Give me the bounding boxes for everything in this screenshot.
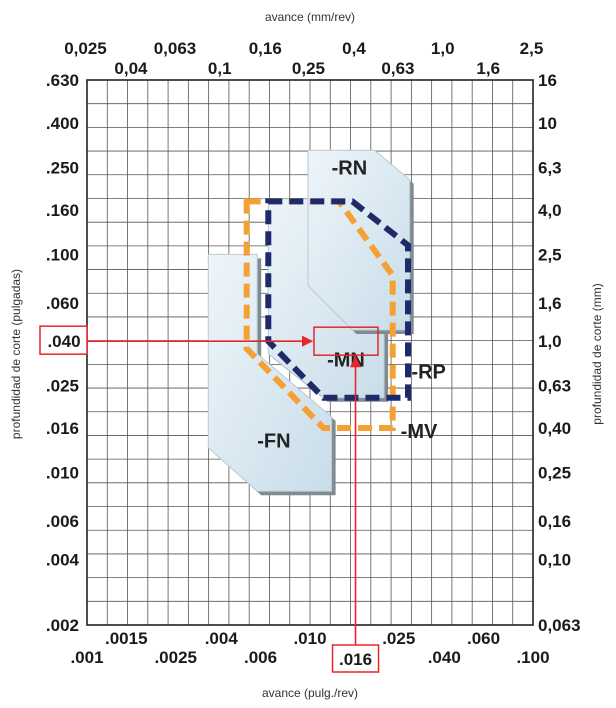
tick-labels: 0,025 0,04 0,063 0,1 0,16 0,25 0,4 0,63 1,0 1,6 2,… xyxy=(46,39,581,667)
x-bottom-tick-label: .0025 xyxy=(154,648,197,667)
x-bottom-tick-label: .040 xyxy=(428,648,461,667)
x-bottom-tick-label: .006 xyxy=(244,648,277,667)
y-right-tick-label: 0,16 xyxy=(538,512,571,531)
y-right-tick-label: 10 xyxy=(538,114,557,133)
x-top-tick-label: 0,063 xyxy=(154,39,197,58)
y-right-tick-label: 0,10 xyxy=(538,550,571,569)
y-left-tick-label: .006 xyxy=(46,512,79,531)
y-right-tick-label: 1,6 xyxy=(538,294,562,313)
y-left-tick-label: .016 xyxy=(46,419,79,438)
x-top-tick-label: 0,63 xyxy=(381,59,414,78)
y-right-tick-label: 0,063 xyxy=(538,616,581,635)
x-top-tick-label: 2,5 xyxy=(520,39,544,58)
y-left-tick-label: .630 xyxy=(46,71,79,90)
x-top-tick-label: 1,0 xyxy=(431,39,455,58)
y-left-tick-label: .004 xyxy=(46,550,80,569)
x-top-tick-label: 0,25 xyxy=(292,59,325,78)
y-left-tick-label: .025 xyxy=(46,377,79,396)
example-depth-label: .040 xyxy=(47,332,80,351)
y-right-tick-label: 0,25 xyxy=(538,464,571,483)
x-top-tick-label: 0,4 xyxy=(342,39,366,58)
y-right-tick-label: 1,0 xyxy=(538,332,562,351)
x-bottom-tick-label: .0015 xyxy=(105,629,148,648)
y-left-tick-label: .250 xyxy=(46,159,79,178)
example-result-box xyxy=(313,326,379,356)
example-feed-box xyxy=(331,644,380,673)
region-label-fn: -FN xyxy=(257,431,290,453)
y-right-tick-label: 6,3 xyxy=(538,159,562,178)
region-label-mn: -MN xyxy=(327,349,365,371)
y-right-tick-label: 2,5 xyxy=(538,245,562,264)
x-bottom-tick-label: .010 xyxy=(293,629,326,648)
region-label-rn: -RN xyxy=(332,158,368,180)
y-left-tick-label: .002 xyxy=(46,616,79,635)
x-bottom-tick-label: .100 xyxy=(516,648,549,667)
region-label-rp: -RP xyxy=(411,362,445,384)
x-bottom-tick-label: .004 xyxy=(205,629,239,648)
example-feed-label: .016 xyxy=(339,650,372,669)
region-label-mv: -MV xyxy=(401,421,438,443)
example-depth-box xyxy=(39,325,88,355)
region-fn xyxy=(207,253,333,492)
y-left-tick-label: .400 xyxy=(46,114,79,133)
y-right-axis-title: profundidad de corte (mm) xyxy=(590,283,604,424)
y-left-tick-label: .060 xyxy=(46,294,79,313)
x-top-tick-label: 0,1 xyxy=(208,59,232,78)
y-right-tick-label: 0,40 xyxy=(538,419,571,438)
y-left-tick-label: .160 xyxy=(46,201,79,220)
x-top-tick-label: 0,025 xyxy=(64,39,107,58)
x-bottom-axis-title: avance (pulg./rev) xyxy=(262,686,358,700)
x-top-tick-label: 1,6 xyxy=(476,59,500,78)
y-right-tick-label: 4,0 xyxy=(538,201,562,220)
region-labels: -FN -MN -RN -MV -RP xyxy=(257,158,446,453)
example-lookup: .040 .016 xyxy=(39,325,380,673)
x-bottom-tick-label: .001 xyxy=(70,648,103,667)
x-bottom-tick-label: .025 xyxy=(382,629,415,648)
y-right-tick-label: 16 xyxy=(538,71,557,90)
y-right-tick-label: 0,63 xyxy=(538,377,571,396)
x-top-tick-label: 0,16 xyxy=(249,39,282,58)
y-left-axis-title: profundidad de corte (pulgadas) xyxy=(9,269,23,439)
x-top-tick-label: 0,04 xyxy=(114,59,148,78)
y-left-tick-label: .010 xyxy=(46,464,79,483)
x-top-axis-title: avance (mm/rev) xyxy=(265,10,355,24)
x-bottom-tick-label: .060 xyxy=(467,629,500,648)
regions xyxy=(207,149,414,496)
y-left-tick-label: .100 xyxy=(46,245,79,264)
